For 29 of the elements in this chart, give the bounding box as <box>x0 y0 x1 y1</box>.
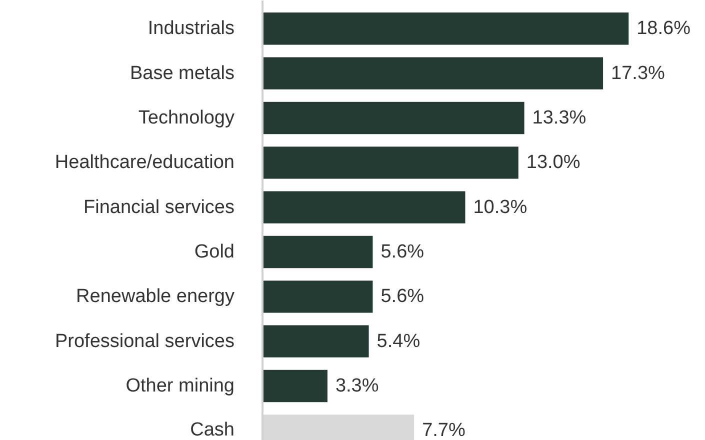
data-label: 10.3% <box>473 196 528 218</box>
bar <box>262 191 466 224</box>
data-label: 7.7% <box>422 420 466 440</box>
data-label: 13.0% <box>526 152 580 174</box>
bar <box>262 280 373 313</box>
bar <box>262 12 629 45</box>
data-label: 17.3% <box>611 62 666 84</box>
y-tick-label: Cash <box>190 420 235 440</box>
y-tick-label: Technology <box>138 107 235 128</box>
data-label: 5.6% <box>380 241 424 262</box>
data-label: 5.4% <box>376 330 420 352</box>
bar <box>262 325 369 358</box>
data-label: 5.6% <box>380 286 424 308</box>
bar <box>262 146 518 179</box>
y-tick-label: Gold <box>194 241 235 262</box>
y-tick-label: Renewable energy <box>76 286 235 308</box>
bar <box>262 57 604 90</box>
bar <box>262 370 328 402</box>
y-tick-label: Financial services <box>84 196 234 218</box>
y-tick-label: Base metals <box>130 62 234 84</box>
bar <box>262 102 524 134</box>
y-tick-label: Industrials <box>148 18 235 40</box>
data-label: 13.3% <box>532 107 586 128</box>
data-label: 3.3% <box>335 376 379 397</box>
y-tick-label: Professional services <box>54 330 235 352</box>
data-label: 18.6% <box>636 18 691 40</box>
bar <box>262 236 373 268</box>
y-tick-label: Other mining <box>126 376 235 397</box>
y-tick-label: Healthcare/education <box>54 152 235 174</box>
